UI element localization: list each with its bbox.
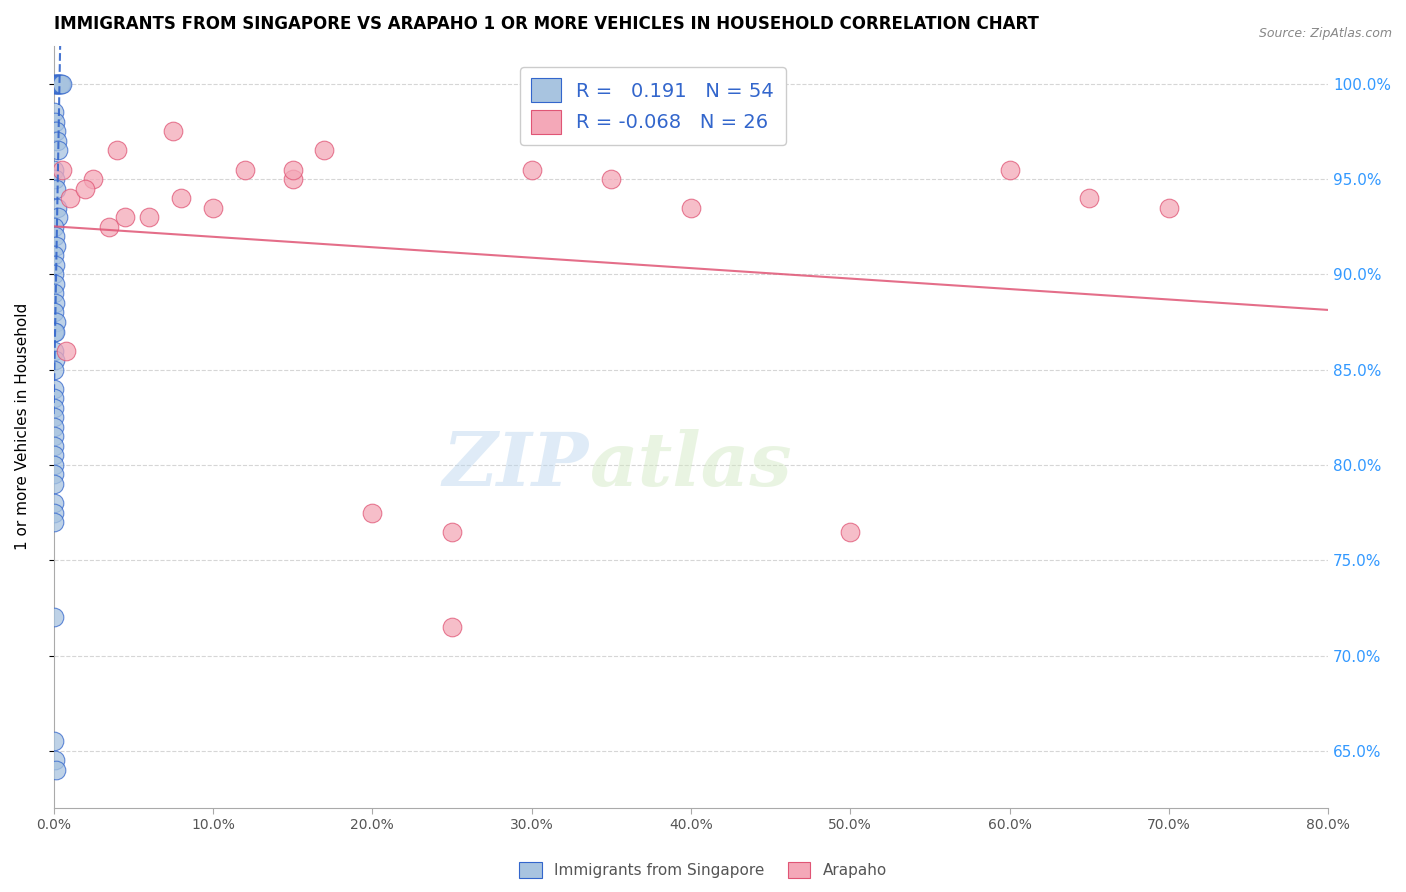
Point xyxy=(45,763,67,777)
Point xyxy=(44,248,66,262)
Point xyxy=(138,210,160,224)
Y-axis label: 1 or more Vehicles in Household: 1 or more Vehicles in Household xyxy=(15,303,30,550)
Point xyxy=(45,201,67,215)
Point xyxy=(162,124,184,138)
Point xyxy=(51,162,73,177)
Point xyxy=(44,515,66,529)
Point xyxy=(44,268,66,282)
Point xyxy=(48,77,70,91)
Point xyxy=(44,458,66,472)
Point xyxy=(114,210,136,224)
Point xyxy=(45,134,67,148)
Point xyxy=(520,162,543,177)
Point xyxy=(44,610,66,624)
Point xyxy=(440,620,463,634)
Point xyxy=(44,401,66,415)
Text: atlas: atlas xyxy=(589,429,792,501)
Point xyxy=(44,382,66,396)
Point xyxy=(281,172,304,186)
Point xyxy=(44,439,66,453)
Point xyxy=(44,325,66,339)
Point xyxy=(440,524,463,539)
Point xyxy=(45,239,67,253)
Point xyxy=(45,124,67,138)
Point xyxy=(44,296,66,310)
Point xyxy=(44,753,66,767)
Point xyxy=(44,734,66,748)
Point xyxy=(48,77,70,91)
Point xyxy=(998,162,1021,177)
Text: IMMIGRANTS FROM SINGAPORE VS ARAPAHO 1 OR MORE VEHICLES IN HOUSEHOLD CORRELATION: IMMIGRANTS FROM SINGAPORE VS ARAPAHO 1 O… xyxy=(53,15,1039,33)
Point xyxy=(44,77,66,91)
Point xyxy=(45,181,67,195)
Point xyxy=(49,77,72,91)
Point xyxy=(233,162,256,177)
Legend: R =   0.191   N = 54, R = -0.068   N = 26: R = 0.191 N = 54, R = -0.068 N = 26 xyxy=(520,67,786,145)
Point xyxy=(55,343,77,358)
Point xyxy=(105,144,128,158)
Point xyxy=(44,496,66,510)
Point xyxy=(1078,191,1101,205)
Point xyxy=(45,315,67,329)
Point xyxy=(44,77,66,91)
Text: Source: ZipAtlas.com: Source: ZipAtlas.com xyxy=(1258,27,1392,40)
Point xyxy=(44,115,66,129)
Point xyxy=(44,391,66,405)
Text: ZIP: ZIP xyxy=(443,429,589,501)
Point xyxy=(98,219,121,234)
Point xyxy=(45,77,67,91)
Point xyxy=(679,201,702,215)
Point xyxy=(281,162,304,177)
Point xyxy=(44,477,66,491)
Point xyxy=(314,144,336,158)
Point xyxy=(46,144,69,158)
Point xyxy=(75,181,97,195)
Point xyxy=(44,420,66,434)
Point xyxy=(58,191,80,205)
Point xyxy=(600,172,623,186)
Point xyxy=(1157,201,1180,215)
Point xyxy=(44,172,66,186)
Point xyxy=(361,506,384,520)
Point xyxy=(44,410,66,425)
Point xyxy=(44,105,66,120)
Point xyxy=(44,162,66,177)
Point xyxy=(46,77,69,91)
Point xyxy=(44,449,66,463)
Point xyxy=(45,77,67,91)
Point xyxy=(44,353,66,368)
Point xyxy=(44,286,66,301)
Point xyxy=(44,305,66,319)
Point xyxy=(51,77,73,91)
Point xyxy=(44,229,66,244)
Point xyxy=(44,258,66,272)
Point xyxy=(46,210,69,224)
Point xyxy=(44,429,66,443)
Point xyxy=(44,343,66,358)
Point xyxy=(201,201,224,215)
Point xyxy=(170,191,193,205)
Point xyxy=(44,506,66,520)
Legend: Immigrants from Singapore, Arapaho: Immigrants from Singapore, Arapaho xyxy=(513,856,893,884)
Point xyxy=(82,172,104,186)
Point xyxy=(44,467,66,482)
Point xyxy=(44,325,66,339)
Point xyxy=(839,524,862,539)
Point xyxy=(44,219,66,234)
Point xyxy=(44,277,66,291)
Point xyxy=(44,362,66,376)
Point xyxy=(49,77,72,91)
